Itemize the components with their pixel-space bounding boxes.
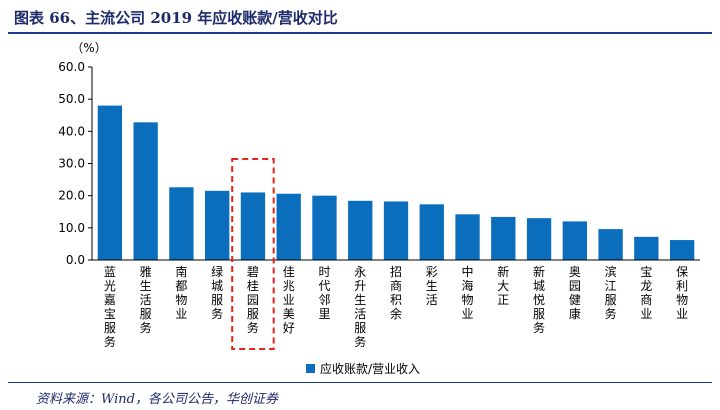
- bar: [383, 201, 409, 260]
- chart-title: 图表 66、主流公司 2019 年应收账款/营收对比: [14, 9, 338, 27]
- x-tick-label: 招商积余: [390, 265, 402, 321]
- x-tick-label: 滨江服务: [605, 264, 617, 321]
- x-tick-label: 佳兆业美好: [283, 265, 295, 335]
- bar: [276, 193, 301, 260]
- x-tick-label: 碧桂园服务: [247, 265, 259, 335]
- x-tick-label: 新城悦服务: [533, 264, 545, 335]
- legend: 应收账款/营业收入: [306, 361, 420, 376]
- bar: [205, 190, 230, 260]
- x-tick-label: 中海物业: [462, 264, 474, 321]
- x-axis-labels: 蓝光嘉宝服务 雅生活服务 南都物业 绿城服务 碧桂园服务 佳兆业美好 时代邻里 永升生活服务 招…: [104, 264, 688, 349]
- x-tick-label: 永升生活服务: [354, 265, 366, 349]
- bar: [598, 229, 623, 260]
- bar: [133, 122, 158, 261]
- x-tick-label: 新大正: [497, 264, 509, 307]
- y-tick-label: 0.0: [66, 253, 85, 267]
- x-tick-label: 雅生活服务: [140, 264, 152, 335]
- x-tick-label: 时代邻里: [318, 265, 330, 321]
- y-tick-label: 50.0: [58, 92, 85, 106]
- bar: [491, 216, 516, 260]
- bar: [419, 204, 444, 260]
- bar: [348, 200, 373, 260]
- y-axis-ticks: 0.0 10.0 20.0 30.0 40.0 50.0 60.0: [58, 60, 92, 267]
- bar: [240, 192, 266, 260]
- legend-label: 应收账款/营业收入: [320, 361, 420, 376]
- source-divider: [8, 382, 712, 383]
- x-tick-label: 绿城服务: [211, 264, 223, 321]
- bar: [526, 218, 552, 260]
- title-divider: [8, 32, 712, 34]
- y-tick-label: 20.0: [58, 189, 85, 203]
- bar: [455, 214, 480, 260]
- y-tick-label: 30.0: [58, 157, 85, 171]
- highlight-box: [231, 158, 275, 350]
- bar: [169, 187, 194, 260]
- bar: [669, 240, 695, 260]
- y-axis-unit-label: （%）: [71, 41, 106, 55]
- source-note: 资料来源：Wind，各公司公告，华创证券: [36, 392, 278, 407]
- bar: [562, 221, 587, 260]
- y-tick-label: 40.0: [58, 124, 85, 138]
- x-tick-label: 南都物业: [175, 264, 187, 321]
- x-tick-label: 蓝光嘉宝服务: [104, 265, 116, 349]
- y-tick-label: 10.0: [58, 221, 85, 235]
- bar: [312, 195, 337, 260]
- y-tick-label: 60.0: [58, 60, 85, 74]
- x-tick-label: 宝龙商业: [640, 265, 652, 321]
- legend-swatch: [306, 364, 315, 373]
- bars: [97, 105, 695, 261]
- x-tick-label: 奥园健康: [569, 265, 581, 321]
- x-tick-label: 保利物业: [676, 265, 688, 321]
- bar: [97, 105, 123, 260]
- x-tick-label: 彩生活: [426, 265, 438, 307]
- bar: [634, 236, 659, 260]
